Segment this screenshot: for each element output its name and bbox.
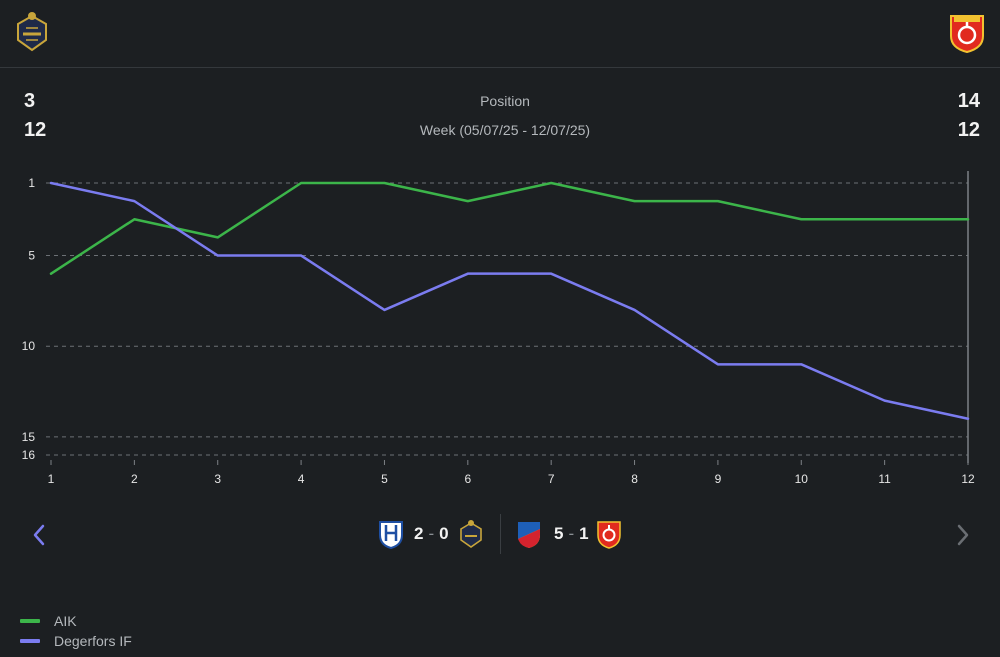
legend-label-aik: AIK	[54, 613, 77, 629]
data-point-aik[interactable]	[215, 235, 220, 240]
data-point-degerfors[interactable]	[715, 362, 720, 367]
data-point-degerfors[interactable]	[966, 416, 971, 421]
aik-crest-icon[interactable]	[13, 10, 51, 54]
legend-item-aik[interactable]: AIK	[20, 611, 132, 631]
data-point-degerfors[interactable]	[382, 307, 387, 312]
previous-arrow-icon[interactable]	[24, 518, 54, 552]
y-tick-label: 16	[22, 448, 36, 462]
data-point-aik[interactable]	[632, 199, 637, 204]
x-tick-label: 6	[464, 472, 471, 486]
data-point-aik[interactable]	[465, 199, 470, 204]
x-tick-label: 12	[961, 472, 975, 486]
data-point-aik[interactable]	[882, 217, 887, 222]
match-header	[0, 0, 1000, 68]
aik-crest-small-icon[interactable]	[458, 519, 484, 549]
y-tick-label: 15	[22, 430, 36, 444]
data-point-aik[interactable]	[382, 181, 387, 186]
data-point-degerfors[interactable]	[549, 271, 554, 276]
data-point-degerfors[interactable]	[465, 271, 470, 276]
recent-matches: 2-0 5-1	[374, 512, 634, 556]
home-position: 3	[24, 90, 36, 112]
match-divider	[500, 514, 501, 554]
y-tick-label: 10	[22, 339, 36, 353]
legend-swatch-aik	[20, 619, 40, 623]
x-tick-label: 9	[715, 472, 722, 486]
data-point-aik[interactable]	[799, 217, 804, 222]
x-tick-label: 10	[795, 472, 809, 486]
x-tick-label: 4	[298, 472, 305, 486]
degerfors-crest-small-icon[interactable]	[596, 519, 622, 549]
x-tick-label: 1	[48, 472, 55, 486]
data-point-degerfors[interactable]	[49, 181, 54, 186]
y-tick-label: 5	[28, 249, 35, 263]
halmstad-crest-icon[interactable]	[378, 519, 404, 549]
away-position: 14	[957, 90, 980, 112]
data-point-degerfors[interactable]	[632, 307, 637, 312]
next-arrow-icon[interactable]	[948, 518, 978, 552]
y-tick-label: 1	[28, 176, 35, 190]
data-point-degerfors[interactable]	[215, 253, 220, 258]
x-tick-label: 8	[631, 472, 638, 486]
data-point-aik[interactable]	[966, 217, 971, 222]
series-line-aik[interactable]	[49, 181, 970, 275]
data-point-degerfors[interactable]	[882, 398, 887, 403]
home-played: 12	[24, 119, 47, 141]
week-label: Week (05/07/25 - 12/07/25)	[419, 122, 591, 138]
chart-legend: AIK Degerfors IF	[20, 611, 132, 651]
djurgarden-crest-icon[interactable]	[516, 519, 542, 549]
legend-item-degerfors[interactable]: Degerfors IF	[20, 631, 132, 651]
data-point-aik[interactable]	[132, 217, 137, 222]
away-played: 12	[957, 119, 980, 141]
data-point-degerfors[interactable]	[132, 199, 137, 204]
degerfors-crest-icon[interactable]	[948, 10, 986, 54]
legend-swatch-degerfors	[20, 639, 40, 643]
x-tick-label: 7	[548, 472, 555, 486]
match-2-score: 5-1	[554, 524, 590, 543]
x-tick-label: 11	[878, 472, 891, 486]
data-point-aik[interactable]	[715, 199, 720, 204]
x-tick-label: 3	[214, 472, 221, 486]
data-point-aik[interactable]	[299, 181, 304, 186]
x-tick-label: 5	[381, 472, 388, 486]
data-point-degerfors[interactable]	[299, 253, 304, 258]
data-point-degerfors[interactable]	[799, 362, 804, 367]
series-line-degerfors[interactable]	[49, 181, 970, 420]
legend-label-degerfors: Degerfors IF	[54, 633, 132, 649]
metric-label: Position	[480, 93, 530, 109]
data-point-aik[interactable]	[49, 271, 54, 276]
match-1-score: 2-0	[414, 524, 450, 543]
data-point-aik[interactable]	[549, 181, 554, 186]
x-tick-label: 2	[131, 472, 138, 486]
